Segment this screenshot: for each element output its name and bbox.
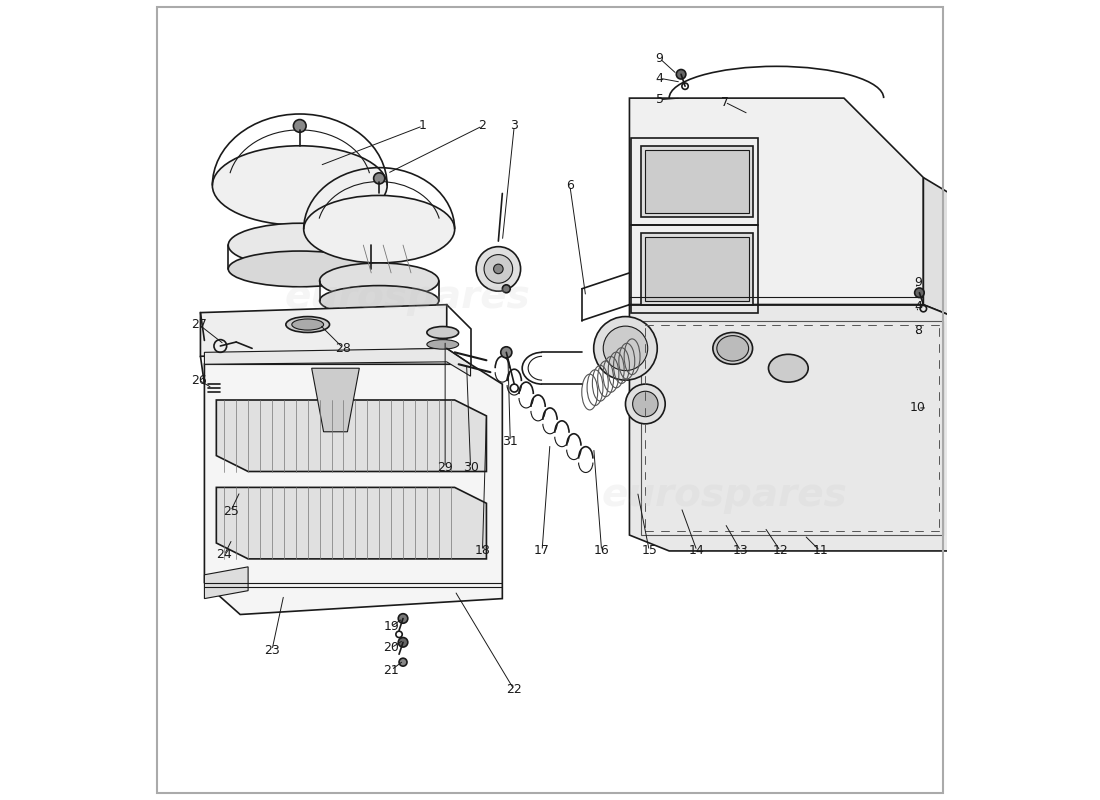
Bar [631,226,758,313]
Text: 10: 10 [910,402,926,414]
Polygon shape [200,305,447,356]
Ellipse shape [304,195,454,263]
Bar [641,321,944,535]
Text: 15: 15 [641,545,657,558]
Ellipse shape [717,336,749,361]
Circle shape [594,317,658,380]
Text: 24: 24 [217,549,232,562]
Text: 29: 29 [438,461,453,474]
Circle shape [399,658,407,666]
Text: 27: 27 [191,318,207,331]
Polygon shape [205,364,503,614]
Ellipse shape [427,340,459,349]
Circle shape [398,614,408,623]
Bar [641,146,752,218]
Circle shape [294,119,306,132]
Text: 22: 22 [506,683,522,697]
Text: 28: 28 [336,342,351,355]
Text: 31: 31 [503,435,518,448]
Text: 5: 5 [656,93,663,106]
Ellipse shape [769,354,808,382]
Ellipse shape [713,333,752,364]
Bar [646,237,749,301]
Text: 17: 17 [535,545,550,558]
Text: 19: 19 [383,620,399,633]
Ellipse shape [229,251,372,286]
Polygon shape [311,368,360,432]
Polygon shape [217,400,486,471]
Text: 7: 7 [720,95,729,109]
Ellipse shape [212,146,387,226]
Text: eurospares: eurospares [602,476,848,514]
Circle shape [484,254,513,283]
Text: 20: 20 [383,642,399,654]
Text: 30: 30 [463,461,478,474]
Circle shape [500,346,512,358]
Circle shape [494,264,503,274]
Text: 26: 26 [191,374,207,386]
Bar [646,150,749,214]
Ellipse shape [229,223,372,267]
Circle shape [676,70,686,79]
Circle shape [398,638,408,647]
Polygon shape [629,98,923,305]
Text: 14: 14 [689,545,705,558]
Circle shape [603,326,648,370]
Bar [631,138,758,226]
Circle shape [915,288,924,298]
Text: 8: 8 [914,323,922,337]
Text: 18: 18 [474,545,491,558]
Circle shape [626,384,666,424]
Circle shape [503,285,510,293]
Polygon shape [205,567,249,598]
Ellipse shape [320,263,439,298]
Text: 21: 21 [383,664,399,677]
Text: 9: 9 [656,52,663,65]
Ellipse shape [292,319,323,330]
Text: 1: 1 [419,119,427,133]
Text: 13: 13 [733,545,748,558]
Polygon shape [629,305,964,551]
Text: eurospares: eurospares [284,278,530,316]
Text: 12: 12 [772,545,789,558]
Bar [641,233,752,305]
Text: 2: 2 [478,119,486,133]
Ellipse shape [427,326,459,338]
Circle shape [374,173,385,184]
Circle shape [476,246,520,291]
Ellipse shape [286,317,330,333]
Text: 3: 3 [510,119,518,133]
Text: 4: 4 [656,72,663,85]
Text: 4: 4 [914,300,922,313]
Text: 11: 11 [812,545,828,558]
Text: 9: 9 [914,276,922,289]
Circle shape [632,391,658,417]
Text: 23: 23 [264,644,279,657]
Polygon shape [923,178,964,321]
Text: 16: 16 [594,545,609,558]
Text: 25: 25 [222,505,239,518]
Text: 6: 6 [565,179,574,192]
Ellipse shape [320,286,439,316]
Polygon shape [205,348,471,376]
Polygon shape [217,487,486,559]
